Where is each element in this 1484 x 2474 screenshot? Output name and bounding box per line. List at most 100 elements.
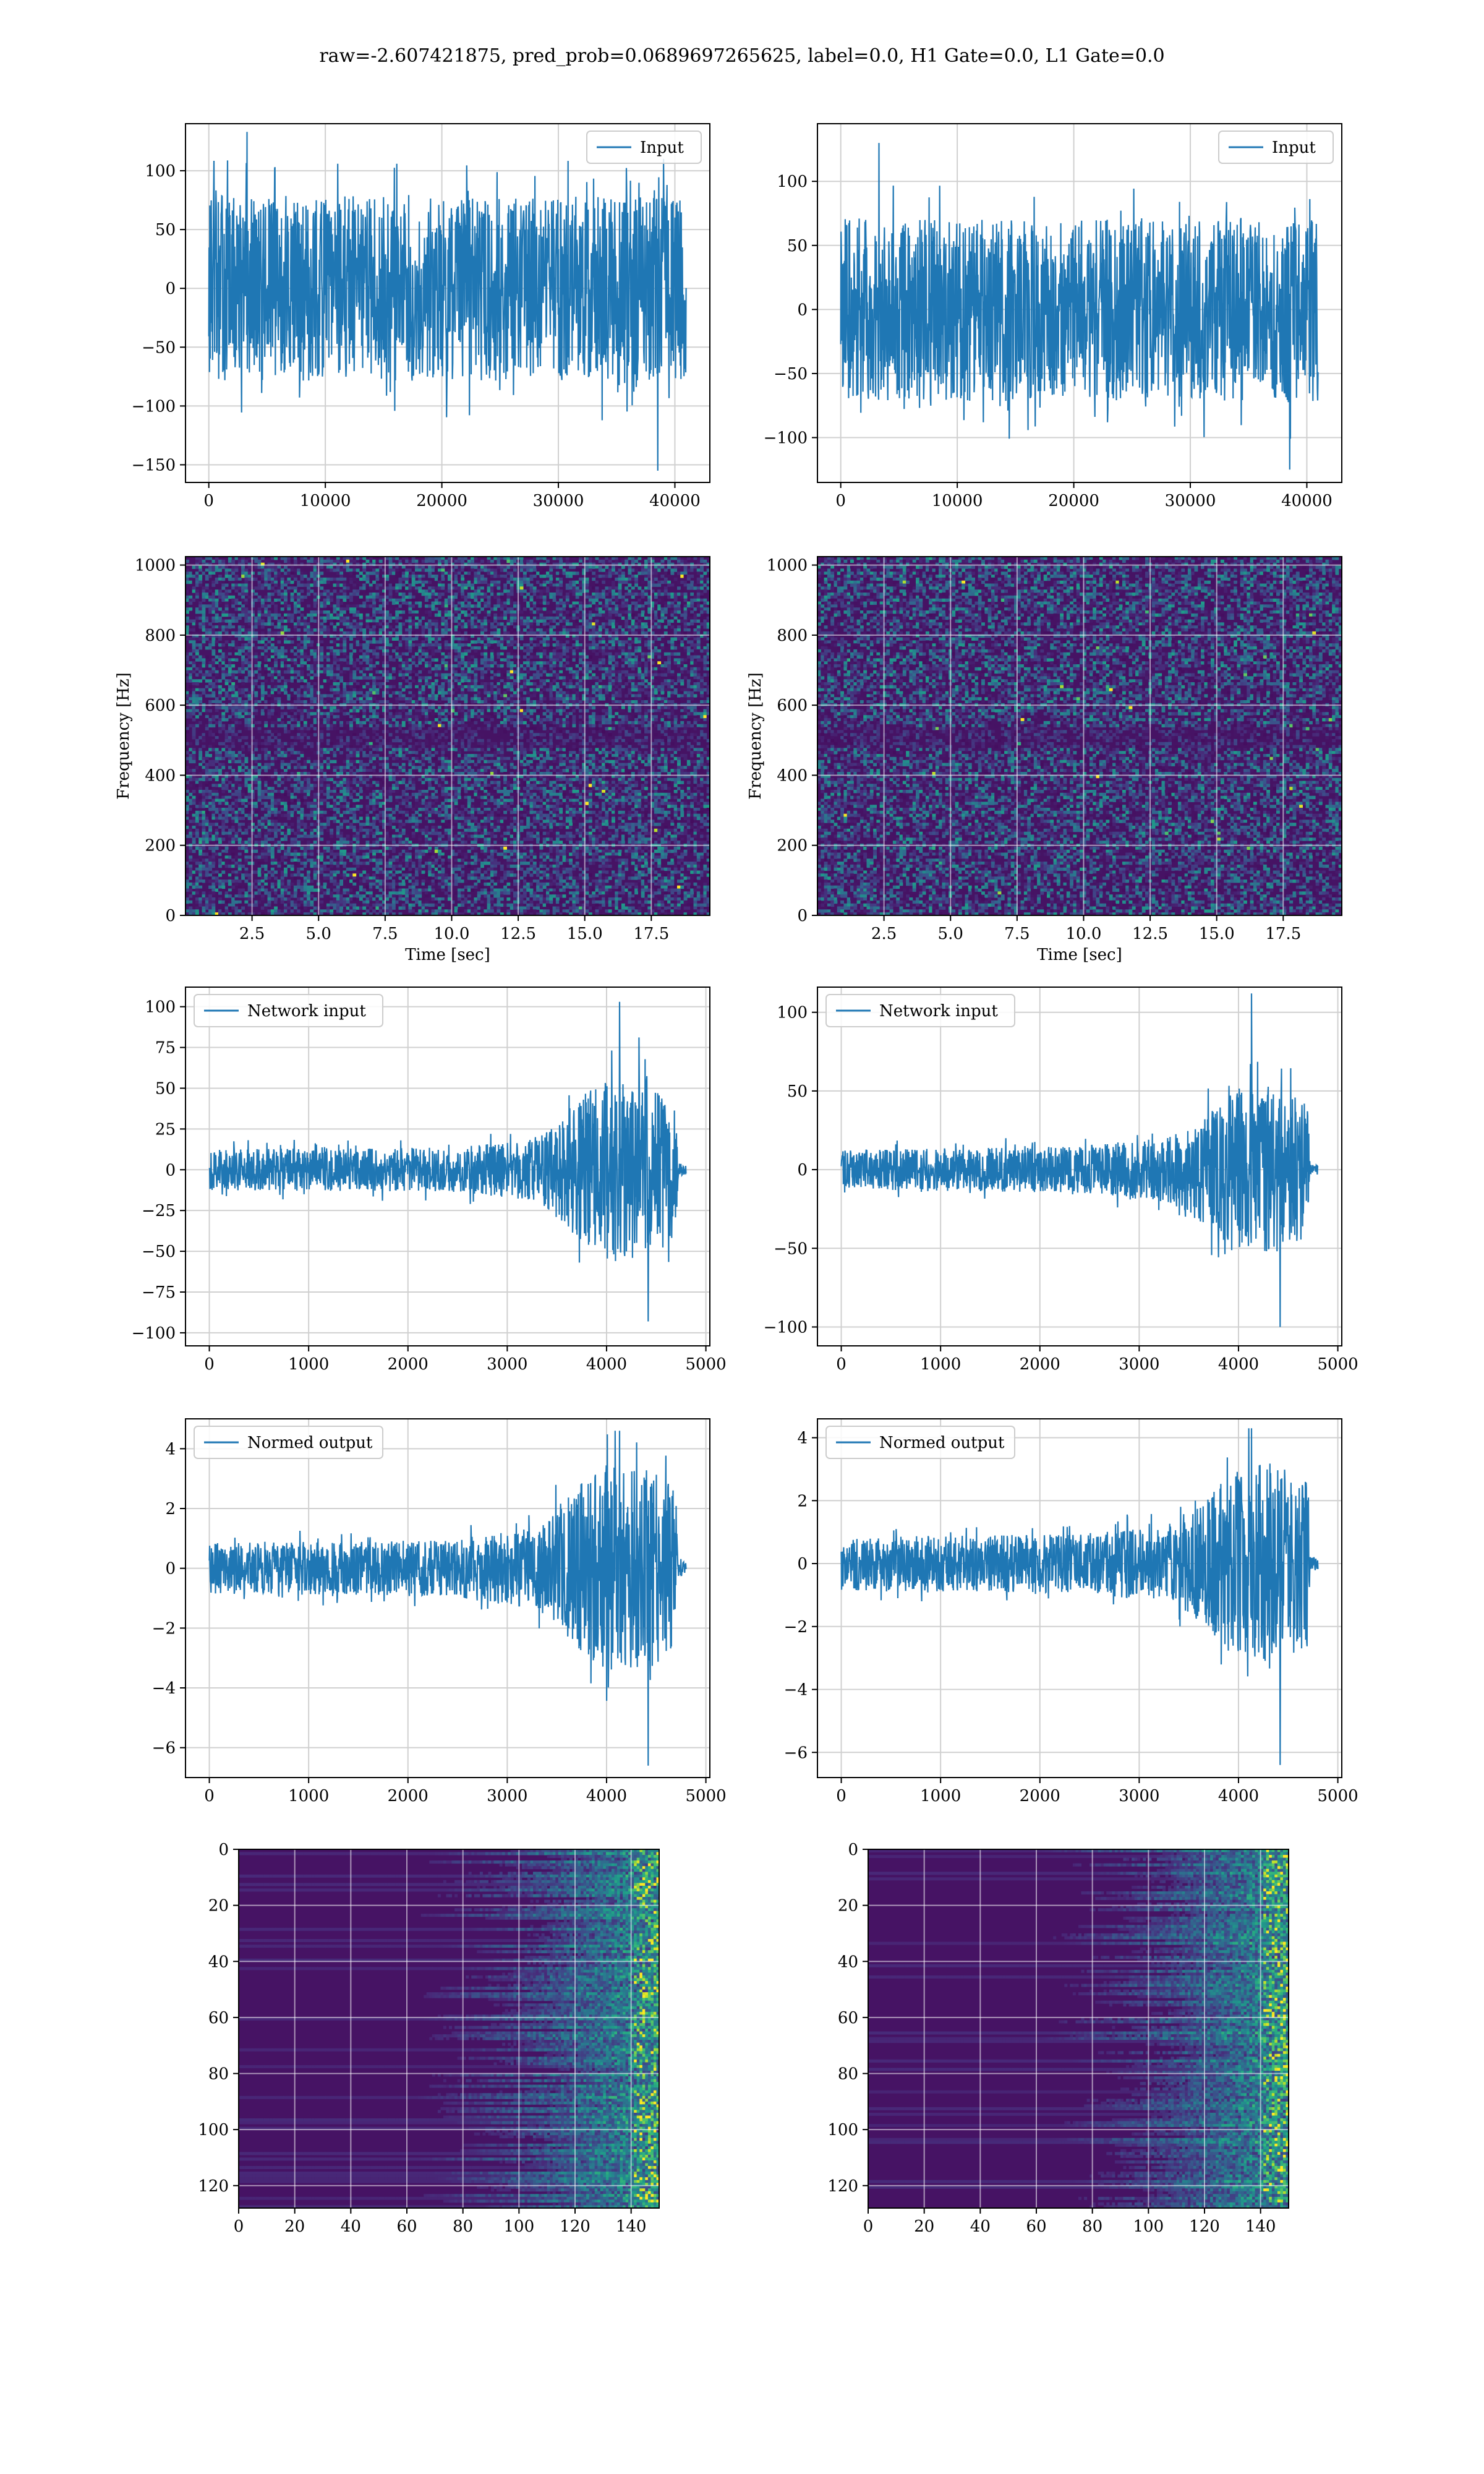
heatmap-cell [205,595,209,599]
heatmap-cell [448,628,451,632]
heatmap-cell [349,568,353,572]
heatmap-cell [519,580,524,584]
heatmap-cell [378,598,383,602]
heatmap-cell [189,571,193,575]
heatmap-cell [493,694,498,698]
heatmap-cell [349,685,353,689]
heatmap-cell [352,577,357,581]
heatmap-cell [274,583,278,587]
heatmap-cell [192,691,196,695]
heatmap-cell [378,607,383,611]
heatmap-cell [522,568,527,572]
heatmap-cell [211,619,216,623]
heatmap-cell [424,643,429,647]
heatmap-cell [631,652,635,656]
heatmap-cell [198,616,203,620]
heatmap-cell [378,595,383,599]
heatmap-cell [693,595,697,599]
heatmap-cell [490,589,494,593]
heatmap-cell [343,691,347,695]
heatmap-cell [654,646,658,650]
heatmap-cell [575,604,579,608]
heatmap-cell [487,694,491,698]
heatmap-cell [221,593,226,596]
heatmap-cell [474,613,478,617]
heatmap-cell [424,631,429,635]
heatmap-cell [513,640,517,644]
heatmap-cell [683,568,688,572]
heatmap-cell [522,655,527,659]
heatmap-cell [287,607,291,611]
heatmap-cell [382,577,386,581]
heatmap-cell [569,664,573,668]
heatmap-cell [618,652,622,656]
heatmap-cell [628,652,632,656]
heatmap-cell [598,664,602,668]
heatmap-cell [224,670,229,674]
heatmap-cell [349,643,353,647]
heatmap-cell [320,622,324,626]
heatmap-cell [307,649,310,653]
heatmap-cell [415,562,419,567]
heatmap-cell [625,568,629,572]
heatmap-cell [241,565,245,569]
heatmap-cell [257,676,262,680]
heatmap-cell [474,616,478,620]
heatmap-cell [260,613,265,617]
heatmap-cell [686,601,691,605]
heatmap-cell [343,694,347,698]
heatmap-cell [686,679,691,683]
heatmap-cell [552,655,556,659]
heatmap-cell [257,682,262,686]
heatmap-cell [444,559,448,563]
heatmap-cell [464,682,468,686]
heatmap-cell [369,595,373,599]
heatmap-cell [650,679,655,683]
heatmap-cell [375,568,380,572]
heatmap-cell [673,610,678,614]
heatmap-cell [313,652,317,656]
heatmap-cell [434,601,438,605]
heatmap-cell [438,643,441,647]
heatmap-cell [434,664,438,668]
heatmap-cell [398,598,403,602]
heatmap-cell [572,679,576,683]
heatmap-cell [320,625,324,629]
heatmap-cell [359,640,363,644]
heatmap-cell [408,604,412,608]
heatmap-cell [343,646,347,650]
heatmap-cell [621,676,625,680]
heatmap-cell [542,688,547,692]
heatmap-cell [385,577,390,581]
heatmap-cell [536,604,540,608]
heatmap-cell [231,559,236,563]
heatmap-cell [532,637,537,641]
heatmap-cell [598,559,602,563]
heatmap-cell [280,625,284,629]
heatmap-cell [493,643,498,647]
heatmap-cell [251,586,255,590]
heatmap-cell [359,628,363,632]
heatmap-cell [605,616,609,620]
heatmap-cell [506,670,511,674]
heatmap-cell [559,688,563,692]
heatmap-cell [660,562,665,567]
heatmap-cell [625,673,629,677]
heatmap-cell [526,616,531,620]
heatmap-cell [395,646,399,650]
heatmap-cell [529,661,534,665]
heatmap-cell [254,664,258,668]
heatmap-cell [634,625,638,629]
heatmap-cell [431,601,435,605]
heatmap-cell [542,649,547,653]
heatmap-cell [579,613,582,617]
heatmap-cell [231,595,236,599]
heatmap-cell [585,676,589,680]
heatmap-cell [401,559,406,563]
heatmap-cell [647,691,652,695]
heatmap-cell [618,557,622,560]
heatmap-cell [228,619,232,623]
heatmap-cell [224,601,229,605]
heatmap-cell [647,607,652,611]
heatmap-cell [434,691,438,695]
